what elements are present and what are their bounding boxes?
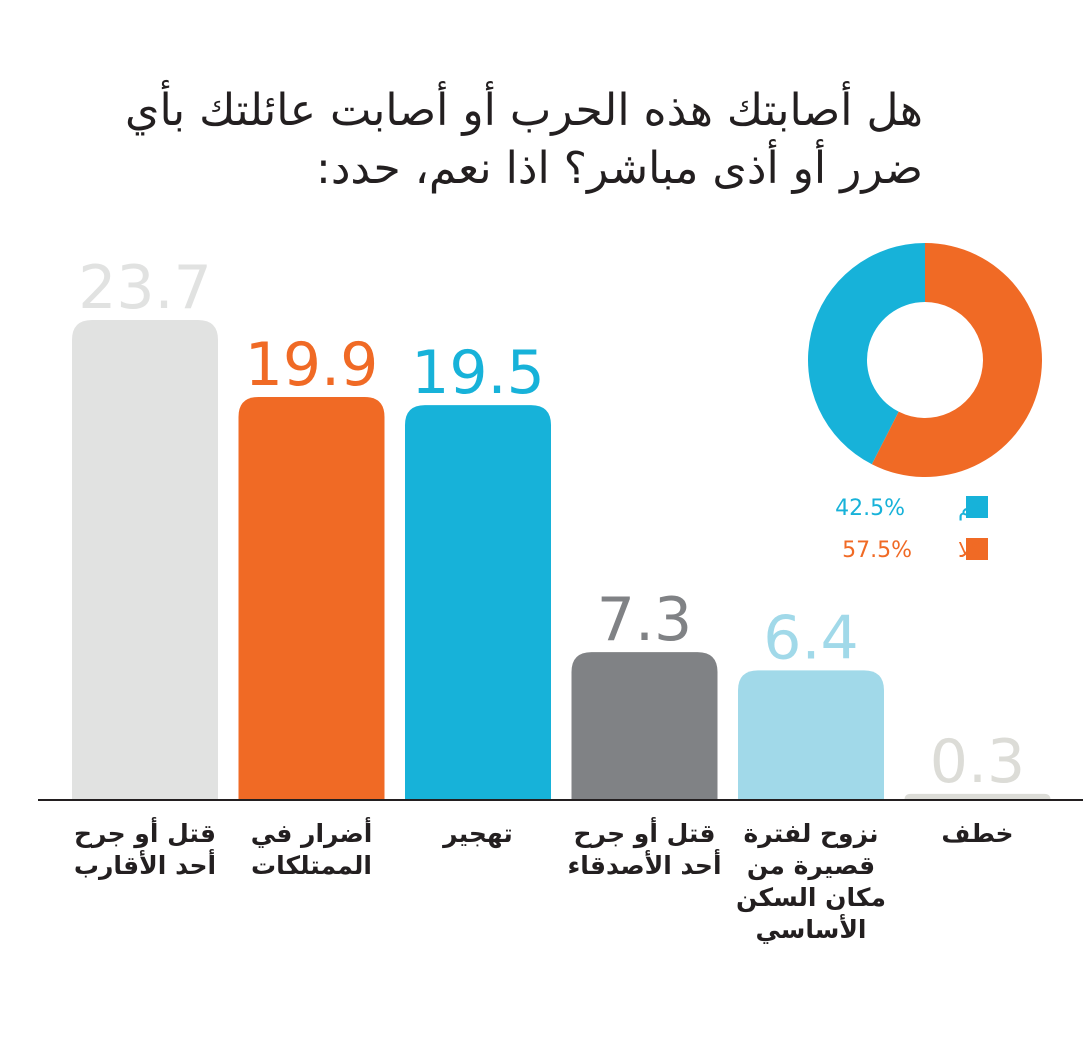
chart-title: هل أصابتك هذه الحرب أو أصابت عائلتك بأي … (125, 85, 923, 194)
legend-value: 57.5% (842, 538, 912, 563)
legend-value: 42.5% (835, 496, 905, 521)
category-label: قتل أو جرح أحد الأصدقاء (567, 819, 722, 880)
category-label: نزوح لفترة قصيرة من مكان السكن الأساسي (736, 819, 886, 944)
value-label: 23.7 (78, 253, 212, 323)
bar (72, 320, 218, 800)
value-label: 6.4 (763, 603, 858, 673)
bar (238, 396, 385, 800)
legend-swatch (966, 496, 988, 518)
bar (904, 793, 1051, 800)
category-label: قتل أو جرح أحد الأقارب (73, 819, 217, 880)
value-label: 19.5 (411, 338, 545, 408)
bar (571, 652, 718, 800)
value-label: 0.3 (930, 727, 1025, 797)
legend-label: كلا (958, 538, 982, 563)
category-label: تهجير (443, 819, 513, 848)
category-label: أضرار في الممتلكات (250, 819, 373, 880)
bar (738, 670, 884, 800)
legend-swatch (966, 538, 988, 560)
legend-label: نعم (958, 496, 989, 521)
donut-slice (871, 243, 1043, 478)
value-label: 19.9 (245, 330, 379, 400)
category-label: خطف (941, 819, 1014, 848)
donut-slice (808, 243, 925, 465)
value-label: 7.3 (597, 585, 692, 655)
bar (405, 405, 551, 800)
